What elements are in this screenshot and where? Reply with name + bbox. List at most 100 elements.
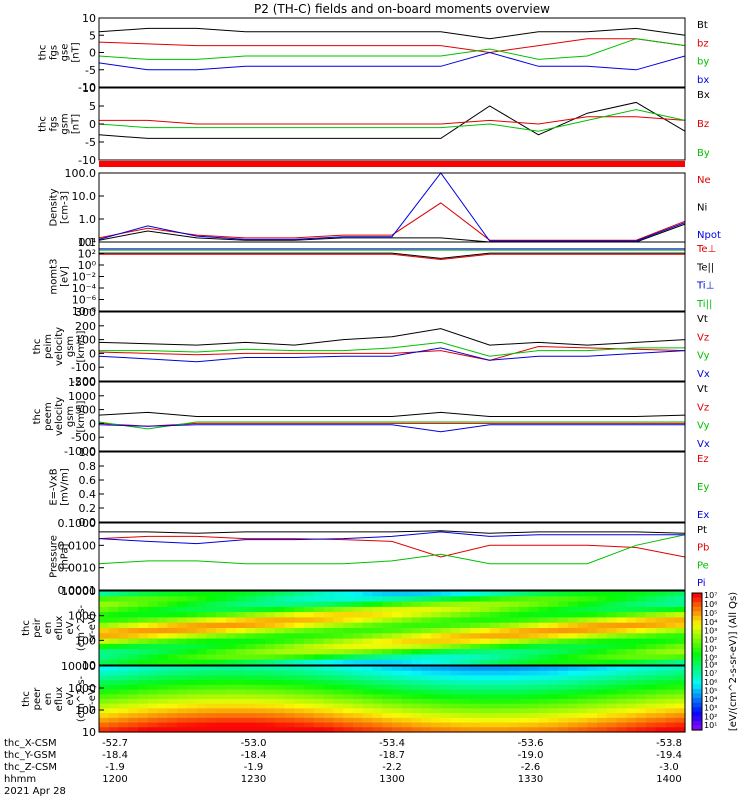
spectrogram-cell xyxy=(626,708,637,714)
spectrogram-cell xyxy=(304,722,315,728)
spectrogram-cell xyxy=(636,666,647,672)
spectrogram-cell xyxy=(431,659,442,666)
spectrogram-cell xyxy=(177,708,188,714)
spectrogram-cell xyxy=(431,633,442,640)
colorbar-swatch xyxy=(692,593,702,599)
legend-Ti||: Ti|| xyxy=(696,299,712,310)
spectrogram-cell xyxy=(392,680,403,686)
spectrogram-cell xyxy=(343,643,354,650)
spectrogram-cell xyxy=(665,694,676,700)
spectrogram-cell xyxy=(587,694,598,700)
spectrogram-cell xyxy=(460,717,471,724)
spectrogram-cell xyxy=(401,694,413,700)
spectrogram-cell xyxy=(548,699,559,705)
spectrogram-cell xyxy=(167,633,178,640)
spectrogram-cell xyxy=(626,628,637,634)
spectrogram-cell xyxy=(177,659,188,666)
spectrogram-cell xyxy=(235,654,247,661)
spectrogram-cell xyxy=(665,612,676,618)
spectrogram-cell xyxy=(372,654,383,661)
legend-bz: bz xyxy=(697,38,709,49)
spectrogram-cell xyxy=(352,612,364,618)
colorbar-swatch xyxy=(692,698,702,704)
spectrogram-cell xyxy=(118,684,129,691)
spectrogram-cell xyxy=(118,727,129,733)
spectrogram-cell xyxy=(626,638,637,645)
spectrogram-cell xyxy=(206,722,217,728)
colorbar-swatch xyxy=(692,688,702,695)
spectrogram-cell xyxy=(421,727,432,733)
spectrogram-cell xyxy=(392,703,403,709)
spectrogram-cell xyxy=(333,670,344,676)
spectrogram-cell xyxy=(597,713,608,719)
spectrogram-cell xyxy=(128,649,139,655)
colorbar-tick-label: 10² xyxy=(704,636,717,645)
spectrogram-cell xyxy=(167,727,178,733)
spectrogram-cell xyxy=(216,606,227,613)
spectrogram-cell xyxy=(538,612,549,618)
spectrogram-cell xyxy=(382,633,393,640)
spectrogram-cell xyxy=(196,617,208,624)
spectrogram-cell xyxy=(313,649,325,655)
spectrogram-cell xyxy=(216,694,227,700)
spectrogram-cell xyxy=(196,666,208,672)
legend-Vx: Vx xyxy=(697,369,710,380)
spectrogram-cell xyxy=(352,699,364,705)
spectrogram-cell xyxy=(313,654,325,661)
spectrogram-cell xyxy=(235,722,247,728)
spectrogram-cell xyxy=(304,680,315,686)
spectrogram-cell xyxy=(382,699,393,705)
spectrogram-cell xyxy=(294,684,305,691)
spectrogram-cell xyxy=(235,727,247,733)
spectrogram-cell xyxy=(304,628,315,634)
spectrogram-cell xyxy=(421,722,432,728)
spectrogram-cell xyxy=(645,727,657,733)
spectrogram-cell xyxy=(499,612,510,618)
spectrogram-cell xyxy=(606,596,618,603)
spectrogram-cell xyxy=(577,628,588,634)
spectrogram-cell xyxy=(265,601,276,608)
spectrogram-cell xyxy=(343,612,354,618)
spectrogram-cell xyxy=(352,670,364,676)
spectrogram-cell xyxy=(245,694,256,700)
spectrogram-cell xyxy=(323,643,334,650)
spectrogram-cell xyxy=(206,708,217,714)
y-tick-label: 0.1000 xyxy=(58,517,97,530)
spectrogram-cell xyxy=(99,596,110,603)
colorbar-swatch xyxy=(692,634,702,640)
spectrogram-cell xyxy=(372,591,383,597)
spectrogram-cell xyxy=(362,699,374,705)
spectrogram-cell xyxy=(138,612,149,618)
colorbar-swatch xyxy=(692,625,702,631)
spectrogram-cell xyxy=(606,628,618,634)
spectrogram-cell xyxy=(626,596,637,603)
spectrogram-cell xyxy=(372,638,383,645)
spectrogram-cell xyxy=(382,717,393,724)
spectrogram-cell xyxy=(606,622,618,629)
y-tick-label: 100 xyxy=(75,634,96,647)
spectrogram-cell xyxy=(411,717,422,724)
spectrogram-cell xyxy=(138,708,149,714)
spectrogram-cell xyxy=(558,703,569,709)
spectrogram-cell xyxy=(655,680,667,686)
spectrogram-cell xyxy=(157,601,168,608)
spectrogram-cell xyxy=(538,596,549,603)
spectrogram-cell xyxy=(538,666,549,672)
y-tick-label: 0 xyxy=(89,347,96,360)
spectrogram-cell xyxy=(470,684,481,691)
spectrogram-cell xyxy=(167,622,178,629)
spectrogram-cell xyxy=(333,684,344,691)
spectrogram-cell xyxy=(577,666,588,672)
spectrogram-cell xyxy=(636,713,647,719)
spectrogram-cell xyxy=(616,727,627,733)
spectrogram-cell xyxy=(411,601,422,608)
spectrogram-cell xyxy=(499,606,510,613)
spectrogram-cell xyxy=(333,601,344,608)
legend-Vz: Vz xyxy=(697,402,709,413)
spectrogram-cell xyxy=(245,601,256,608)
spectrogram-cell xyxy=(411,675,422,681)
spectrogram-cell xyxy=(450,666,461,672)
y-axis-label: gsm xyxy=(60,113,71,134)
spectrogram-cell xyxy=(245,633,256,640)
